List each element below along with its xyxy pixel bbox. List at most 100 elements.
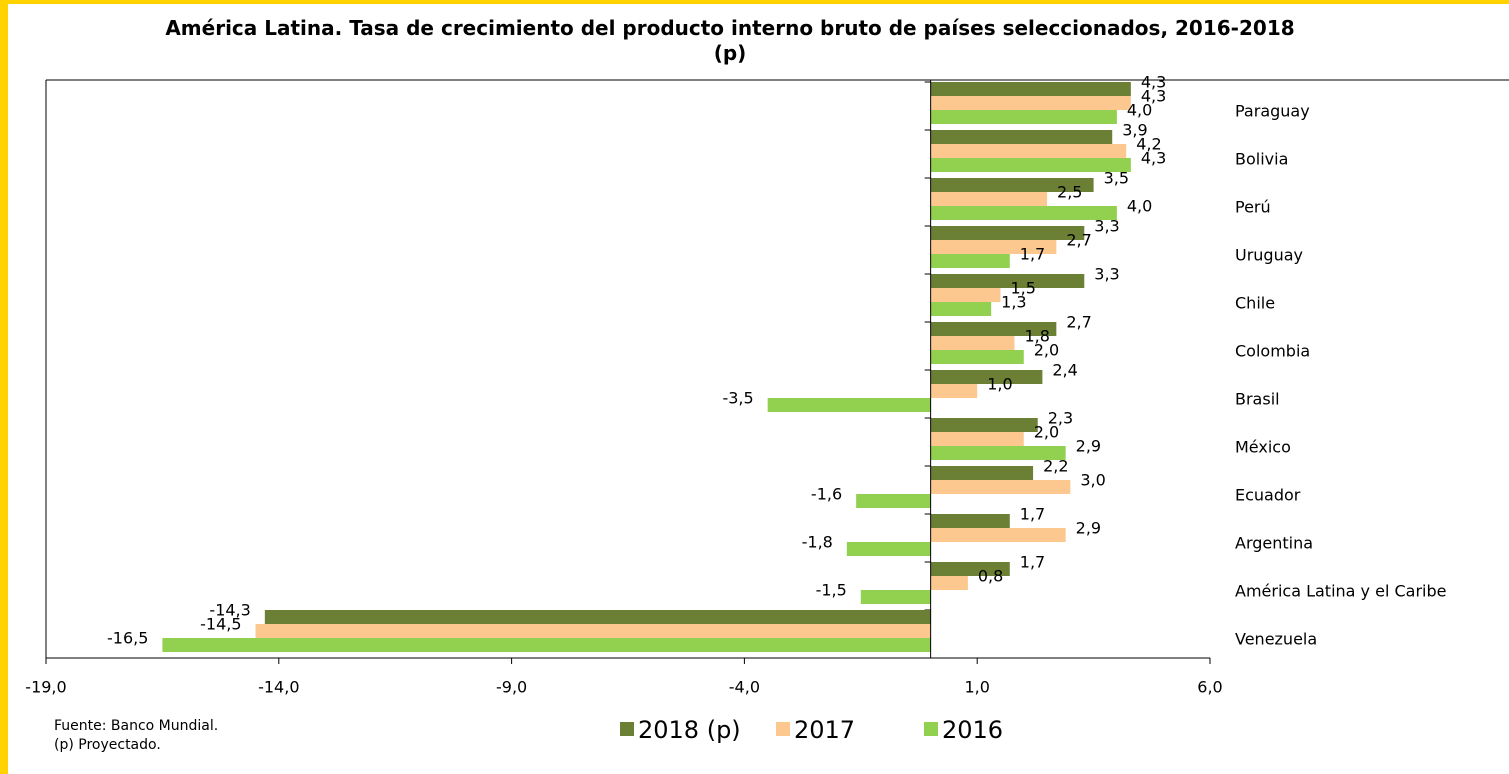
x-tick-label: 1,0 — [964, 678, 989, 697]
data-label: 4,3 — [1141, 149, 1166, 168]
data-label: 1,5 — [1010, 279, 1035, 298]
x-tick-label: -9,0 — [496, 678, 527, 697]
bar — [930, 432, 1024, 446]
data-label: 1,8 — [1024, 327, 1049, 346]
bar — [930, 178, 1094, 192]
legend-label: 2018 (p) — [638, 716, 741, 744]
source-note: Fuente: Banco Mundial. — [54, 718, 219, 734]
bar — [856, 494, 931, 508]
bar — [846, 542, 931, 556]
data-label: 4,3 — [1141, 87, 1166, 106]
data-label: 2,0 — [1034, 341, 1059, 360]
data-label: 2,3 — [1048, 409, 1073, 428]
data-label: 2,0 — [1034, 423, 1059, 442]
data-label: -1,8 — [802, 533, 833, 552]
bar — [930, 158, 1131, 172]
data-label: 2,7 — [1066, 231, 1091, 250]
data-label: 4,3 — [1141, 73, 1166, 92]
data-label: 4,0 — [1127, 197, 1152, 216]
category-label: Brasil — [1235, 390, 1280, 409]
x-tick-label: -4,0 — [729, 678, 760, 697]
x-tick-label: -14,0 — [258, 678, 299, 697]
bar — [930, 192, 1048, 206]
data-label: -14,3 — [209, 601, 250, 620]
bar — [930, 274, 1085, 288]
bar — [930, 82, 1131, 96]
data-label: -16,5 — [107, 629, 148, 648]
category-label: Perú — [1235, 198, 1271, 217]
data-label: 1,7 — [1020, 505, 1045, 524]
bar — [930, 206, 1117, 220]
data-label: 3,9 — [1122, 121, 1147, 140]
bar — [860, 590, 931, 604]
data-label: 1,7 — [1020, 245, 1045, 264]
category-label: Paraguay — [1235, 102, 1310, 121]
bar — [930, 336, 1015, 350]
bar — [930, 96, 1131, 110]
category-label: México — [1235, 438, 1291, 457]
category-label: Uruguay — [1235, 246, 1303, 265]
category-label: Bolivia — [1235, 150, 1288, 169]
data-label: -3,5 — [722, 389, 753, 408]
bar — [930, 240, 1057, 254]
chart-title: América Latina. Tasa de crecimiento del … — [165, 16, 1295, 65]
legend-swatch — [924, 722, 938, 736]
bar — [930, 466, 1034, 480]
bar — [264, 610, 931, 624]
data-label: -1,5 — [816, 581, 847, 600]
bar — [930, 110, 1117, 124]
category-label: Colombia — [1235, 342, 1310, 361]
data-label: 3,5 — [1104, 169, 1129, 188]
bar — [930, 288, 1001, 302]
bar — [930, 302, 992, 316]
legend-swatch — [620, 722, 634, 736]
bar — [930, 480, 1071, 494]
bar — [930, 322, 1057, 336]
bar — [162, 638, 931, 652]
legend-swatch — [776, 722, 790, 736]
legend-label: 2016 — [942, 716, 1003, 744]
bar — [930, 446, 1066, 460]
category-label: América Latina y el Caribe — [1235, 582, 1446, 601]
bar — [930, 562, 1010, 576]
data-label: 2,9 — [1076, 519, 1101, 538]
legend-label: 2017 — [794, 716, 855, 744]
bar — [930, 576, 968, 590]
data-label: -1,6 — [811, 485, 842, 504]
bar — [930, 384, 978, 398]
data-label: 1,3 — [1001, 293, 1026, 312]
category-label: Chile — [1235, 294, 1275, 313]
bar — [930, 226, 1085, 240]
category-label: Argentina — [1235, 534, 1313, 553]
bar — [767, 398, 931, 412]
bar — [930, 144, 1127, 158]
bar — [930, 528, 1066, 542]
data-label: 1,0 — [987, 375, 1012, 394]
category-label: Venezuela — [1235, 630, 1317, 649]
data-label: 0,8 — [978, 567, 1003, 586]
data-label: 3,3 — [1094, 265, 1119, 284]
bar — [930, 370, 1043, 384]
data-label: 3,3 — [1094, 217, 1119, 236]
data-label: 2,5 — [1057, 183, 1082, 202]
x-tick-label: 6,0 — [1197, 678, 1222, 697]
footnote: (p) Proyectado. — [54, 737, 161, 753]
data-label: 3,0 — [1080, 471, 1105, 490]
bar — [255, 624, 931, 638]
bar — [930, 350, 1024, 364]
x-tick-label: -19,0 — [25, 678, 66, 697]
bar — [930, 418, 1038, 432]
data-label: 2,7 — [1066, 313, 1091, 332]
data-label: -14,5 — [200, 615, 241, 634]
data-label: 2,9 — [1076, 437, 1101, 456]
data-label: 1,7 — [1020, 553, 1045, 572]
data-label: 2,4 — [1052, 361, 1077, 380]
data-label: 2,2 — [1043, 457, 1068, 476]
bar — [930, 514, 1010, 528]
bar — [930, 254, 1010, 268]
data-label: 4,2 — [1136, 135, 1161, 154]
category-label: Ecuador — [1235, 486, 1301, 505]
data-label: 4,0 — [1127, 101, 1152, 120]
